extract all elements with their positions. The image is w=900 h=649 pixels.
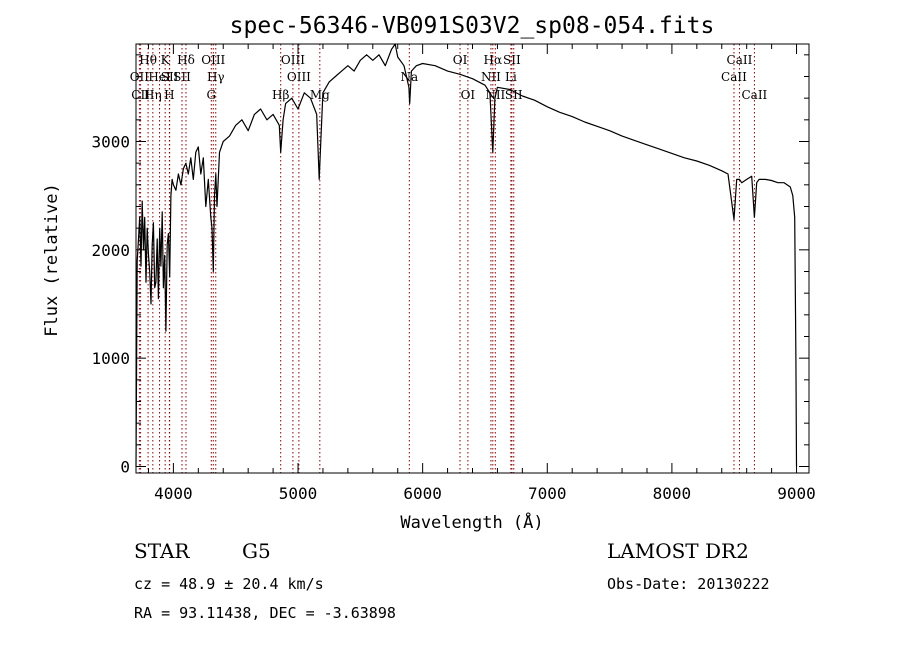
redshift-cz: cz = 48.9 ± 20.4 km/s xyxy=(134,575,324,593)
line-label-19: OI xyxy=(461,88,476,102)
x-axis-label: Wavelength (Å) xyxy=(400,511,543,533)
line-label-28: CaII xyxy=(741,88,767,102)
line-label-16: Mg xyxy=(310,88,330,102)
x-tick-label-0: 4000 xyxy=(154,484,193,503)
y-tick-label-0: 0 xyxy=(120,458,130,477)
x-tick-label-3: 7000 xyxy=(528,484,567,503)
observation-date: Obs-Date: 20130222 xyxy=(607,575,770,593)
line-label-18: OI xyxy=(453,53,468,67)
survey-name: LAMOST DR2 xyxy=(607,539,749,563)
line-label-27: CaII xyxy=(721,70,747,84)
x-tick-label-5: 9000 xyxy=(777,484,816,503)
line-label-13: Hβ xyxy=(272,88,289,102)
y-tick-label-3: 3000 xyxy=(91,133,130,152)
line-label-23: Li xyxy=(505,70,517,84)
x-tick-label-2: 6000 xyxy=(403,484,442,503)
axes: 4000 5000 6000 7000 8000 9000 0 1000 2000 3000 xyxy=(91,43,816,503)
x-tick-label-1: 5000 xyxy=(279,484,318,503)
plot-area xyxy=(135,43,798,467)
line-label-21: SII xyxy=(503,53,521,67)
line-label-17: Na xyxy=(400,70,418,84)
line-label-10: OIII xyxy=(201,53,225,67)
line-label-11: Hγ xyxy=(207,70,225,84)
coordinates: RA = 93.11438, DEC = -3.63898 xyxy=(134,604,396,622)
line-label-26: CaII xyxy=(727,53,753,67)
line-label-20: Hα xyxy=(484,53,503,67)
line-label-15: OIII xyxy=(287,70,311,84)
line-label-7: H xyxy=(164,88,174,102)
line-label-25: SII xyxy=(505,88,523,102)
line-label-14: OIII xyxy=(281,53,305,67)
chart-title: spec-56346-VB091S03V2_sp08-054.fits xyxy=(230,13,715,39)
y-tick-label-2: 2000 xyxy=(91,241,130,260)
y-tick-label-1: 1000 xyxy=(91,349,130,368)
line-label-0: Hθ xyxy=(139,53,157,67)
y-axis-label: Flux (relative) xyxy=(42,183,62,337)
line-label-9: SII xyxy=(173,70,191,84)
line-label-12: G xyxy=(206,88,216,102)
object-subclass: G5 xyxy=(242,539,271,563)
object-class: STAR xyxy=(134,539,190,563)
line-label-22: NII xyxy=(481,70,501,84)
line-label-3: Hη xyxy=(144,88,162,102)
spectrum-line xyxy=(135,43,798,467)
line-label-5: K xyxy=(161,53,171,67)
plot-frame xyxy=(135,43,810,474)
x-tick-label-4: 8000 xyxy=(653,484,692,503)
line-label-8: Hδ xyxy=(177,53,195,67)
